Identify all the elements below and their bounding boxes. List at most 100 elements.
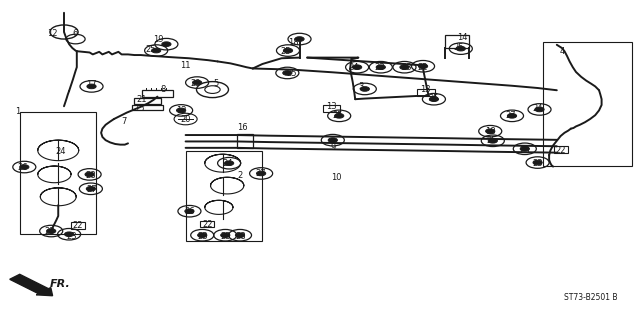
Circle shape <box>177 108 186 113</box>
Text: FR.: FR. <box>50 279 70 289</box>
Circle shape <box>508 114 516 118</box>
Circle shape <box>257 171 266 176</box>
Text: 22: 22 <box>73 221 83 230</box>
Circle shape <box>360 87 369 91</box>
Text: 25: 25 <box>286 69 296 78</box>
Text: 24: 24 <box>56 147 66 156</box>
Circle shape <box>328 138 337 142</box>
Text: 5: 5 <box>214 79 219 88</box>
Text: 23: 23 <box>44 227 54 236</box>
Text: 25: 25 <box>146 45 156 54</box>
Text: 22: 22 <box>556 146 566 155</box>
FancyArrow shape <box>10 274 52 296</box>
Text: 24: 24 <box>348 63 358 72</box>
Text: 18: 18 <box>485 127 495 136</box>
Circle shape <box>295 37 304 41</box>
Bar <box>445 35 469 48</box>
Bar <box>134 98 161 104</box>
Text: 26: 26 <box>18 164 28 172</box>
Text: 20: 20 <box>180 116 191 124</box>
Text: 18: 18 <box>288 38 298 47</box>
Text: 25: 25 <box>429 94 439 103</box>
Bar <box>237 134 253 148</box>
Text: 24: 24 <box>222 159 232 168</box>
Bar <box>71 222 85 229</box>
Text: 15: 15 <box>134 104 145 113</box>
Text: 25: 25 <box>453 43 463 52</box>
Text: 23: 23 <box>402 63 412 72</box>
Text: 11: 11 <box>180 61 191 70</box>
Circle shape <box>221 233 230 237</box>
Text: 25: 25 <box>332 111 342 120</box>
Text: 8: 8 <box>161 85 166 94</box>
Text: 29: 29 <box>190 79 200 88</box>
Text: 12: 12 <box>47 29 58 38</box>
Text: 23: 23 <box>374 63 385 72</box>
Bar <box>20 112 96 234</box>
Circle shape <box>152 48 161 53</box>
Circle shape <box>87 84 96 89</box>
Text: 4: 4 <box>559 47 564 56</box>
Circle shape <box>335 114 344 118</box>
Text: 1: 1 <box>15 108 20 116</box>
Text: 2: 2 <box>237 172 243 180</box>
Circle shape <box>20 165 29 169</box>
Text: 27: 27 <box>86 185 97 194</box>
Text: 28: 28 <box>236 232 246 241</box>
Text: 27: 27 <box>255 169 266 178</box>
Text: 26: 26 <box>184 207 195 216</box>
Text: 7: 7 <box>121 117 126 126</box>
Text: 25: 25 <box>486 136 497 145</box>
Text: 10: 10 <box>331 173 341 182</box>
Circle shape <box>65 232 74 236</box>
Bar <box>142 90 173 97</box>
Circle shape <box>47 229 56 233</box>
Circle shape <box>225 161 234 165</box>
Circle shape <box>400 65 409 69</box>
Text: ST73-B2501 B: ST73-B2501 B <box>564 293 618 302</box>
Text: 21: 21 <box>137 95 147 104</box>
Circle shape <box>419 64 428 68</box>
Text: 23: 23 <box>67 232 77 241</box>
Circle shape <box>283 71 292 75</box>
Circle shape <box>236 233 244 237</box>
Text: 23: 23 <box>221 232 231 241</box>
Text: 22: 22 <box>202 220 212 229</box>
Text: 13: 13 <box>420 85 431 94</box>
Text: 23: 23 <box>197 232 207 241</box>
Circle shape <box>86 187 95 191</box>
Text: 28: 28 <box>86 171 96 180</box>
Circle shape <box>535 107 544 112</box>
Circle shape <box>198 233 207 237</box>
Text: 16: 16 <box>237 124 247 132</box>
Bar <box>132 105 163 110</box>
Bar <box>417 89 435 96</box>
Text: 24: 24 <box>532 104 543 113</box>
Bar <box>554 146 568 153</box>
Bar <box>323 105 340 112</box>
Text: 19: 19 <box>154 36 164 44</box>
Text: 13: 13 <box>326 102 337 111</box>
Text: 23: 23 <box>520 146 530 155</box>
Text: 27: 27 <box>506 111 516 120</box>
Text: 9: 9 <box>330 143 335 152</box>
Bar <box>543 42 632 166</box>
Circle shape <box>185 209 194 213</box>
Bar <box>200 221 214 227</box>
Circle shape <box>193 80 202 85</box>
Text: 14: 14 <box>457 33 467 42</box>
Bar <box>186 151 262 241</box>
Circle shape <box>162 42 171 46</box>
Circle shape <box>353 65 362 69</box>
Circle shape <box>520 147 529 151</box>
Circle shape <box>533 160 542 165</box>
Text: 17: 17 <box>86 80 97 89</box>
Circle shape <box>376 65 385 69</box>
Text: 12: 12 <box>177 106 187 115</box>
Circle shape <box>85 172 94 177</box>
Circle shape <box>488 139 497 143</box>
Circle shape <box>429 97 438 101</box>
Text: 6: 6 <box>73 29 78 38</box>
Circle shape <box>486 129 495 133</box>
Circle shape <box>456 46 465 51</box>
